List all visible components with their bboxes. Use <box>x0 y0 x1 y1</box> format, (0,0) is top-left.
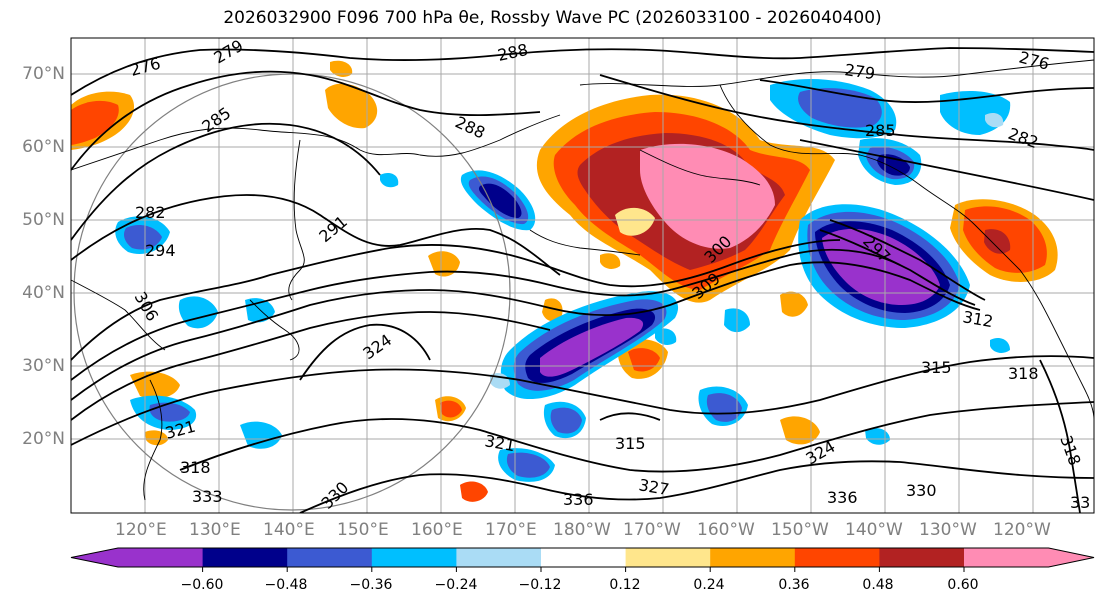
coastlines <box>71 59 1094 501</box>
lon-label: 170°E <box>485 520 537 540</box>
colorbar-tick-label: −0.60 <box>180 577 224 593</box>
lon-label: 160°W <box>697 520 755 540</box>
contour-label: 279 <box>843 60 876 83</box>
contour-label: 315 <box>615 434 646 453</box>
contour-label: 330 <box>906 481 937 500</box>
lon-label: 150°W <box>771 520 829 540</box>
colorbar-extend-low <box>71 548 118 567</box>
colorbar <box>70 547 1095 572</box>
map-frame <box>70 37 1095 514</box>
lat-label: 20°N <box>22 429 65 449</box>
colorbar-segment <box>794 548 880 567</box>
lon-label: 120°W <box>993 520 1051 540</box>
lon-label: 140°E <box>263 520 315 540</box>
theta-e-contours <box>71 47 1094 513</box>
colorbar-segment <box>118 548 204 567</box>
colorbar-tick-label: 0.12 <box>609 577 641 593</box>
contour-label: 282 <box>135 203 166 222</box>
map-gridlines <box>71 38 1094 513</box>
colorbar-tick-label: −0.24 <box>434 577 478 593</box>
contour-label: 318 <box>180 458 211 477</box>
lon-label: 130°W <box>919 520 977 540</box>
lon-label: 160°E <box>411 520 463 540</box>
colorbar-tick-label: −0.12 <box>518 577 562 593</box>
colorbar-segment <box>710 548 796 567</box>
contour-label: 336 <box>827 488 858 507</box>
colorbar-segment <box>456 548 542 567</box>
contour-label: 33 <box>1070 493 1090 512</box>
contour-label: 318 <box>1008 364 1039 383</box>
lat-label: 30°N <box>22 356 65 376</box>
lat-label: 40°N <box>22 283 65 303</box>
lon-label: 180°W <box>553 520 611 540</box>
lon-label: 170°W <box>623 520 681 540</box>
colorbar-segment <box>202 548 288 567</box>
colorbar-segment <box>371 548 457 567</box>
colorbar-tick-label: −0.48 <box>264 577 308 593</box>
colorbar-segment <box>541 548 627 567</box>
colorbar-outline <box>70 547 1095 568</box>
colorbar-segment <box>964 548 1050 567</box>
lon-label: 120°E <box>115 520 167 540</box>
contour-label: 294 <box>145 241 176 260</box>
colorbar-segment <box>287 548 373 567</box>
contour-label: 285 <box>865 121 896 140</box>
colorbar-segment <box>879 548 965 567</box>
region-circle <box>73 73 511 511</box>
figure-title: 2026032900 F096 700 hPa θe, Rossby Wave … <box>223 8 882 28</box>
lon-label: 150°E <box>337 520 389 540</box>
lon-label: 140°W <box>845 520 903 540</box>
colorbar-tick-label: 0.60 <box>947 577 979 593</box>
colorbar-tick-label: 0.36 <box>778 577 810 593</box>
lat-label: 60°N <box>22 137 65 157</box>
map-plot-area <box>71 38 1094 513</box>
colorbar-extend-high <box>1048 548 1094 567</box>
lon-label: 130°E <box>189 520 241 540</box>
colorbar-tick-label: 0.48 <box>862 577 894 593</box>
colorbar-tick-label: −0.36 <box>349 577 393 593</box>
contour-label: 336 <box>563 490 594 509</box>
colorbar-tick-label: 0.24 <box>693 577 725 593</box>
contour-label: 315 <box>921 358 952 377</box>
lat-label: 50°N <box>22 210 65 230</box>
colorbar-segment <box>625 548 711 567</box>
contour-label: 333 <box>192 487 223 506</box>
lat-label: 70°N <box>22 64 65 84</box>
